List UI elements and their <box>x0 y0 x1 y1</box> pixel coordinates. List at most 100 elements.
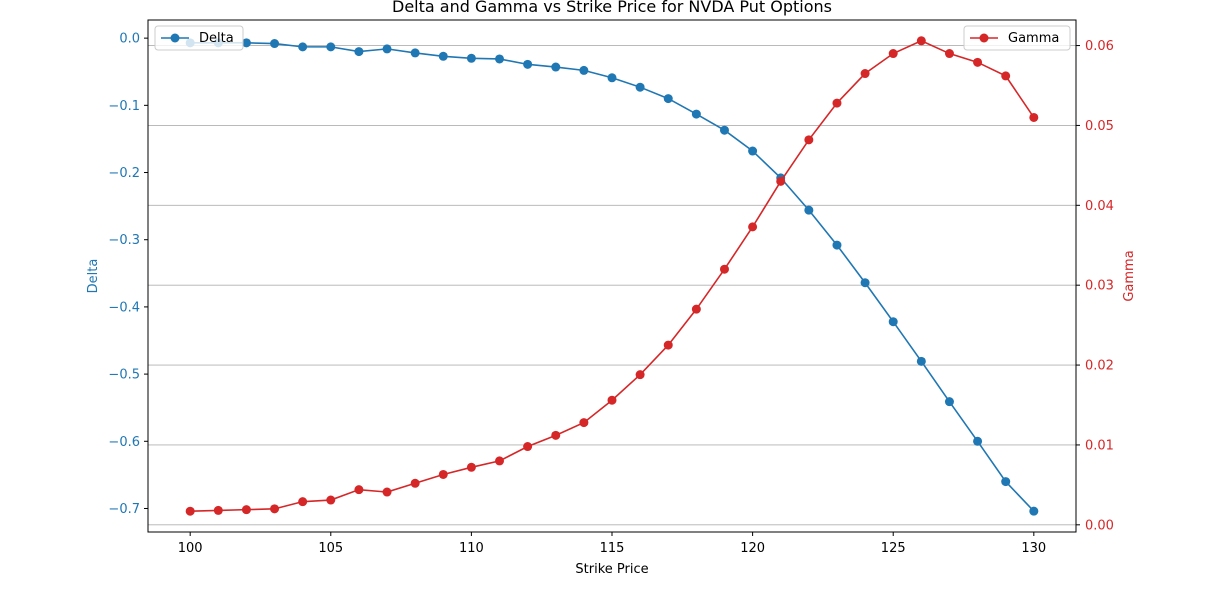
gamma-legend-box <box>963 25 1071 51</box>
delta-legend[interactable]: Delta <box>154 25 244 51</box>
gamma-point-121 <box>776 176 786 186</box>
gamma-point-104 <box>298 497 308 507</box>
delta-point-105 <box>326 42 336 52</box>
delta-point-130 <box>1029 506 1039 516</box>
delta-point-103 <box>270 39 280 49</box>
gamma-point-109 <box>438 469 448 479</box>
gamma-point-127 <box>944 49 954 59</box>
delta-tick-label-7: −0.7 <box>108 502 140 517</box>
gamma-point-114 <box>579 418 589 428</box>
gamma-point-115 <box>607 395 617 405</box>
gamma-point-117 <box>663 340 673 350</box>
delta-tick-label-2: −0.2 <box>108 166 140 181</box>
delta-point-119 <box>719 125 729 135</box>
right-axis-title: Gamma <box>1122 250 1137 301</box>
strike-tick-label-3: 115 <box>600 541 625 556</box>
delta-point-108 <box>410 48 420 58</box>
strike-tick-label-2: 110 <box>459 541 484 556</box>
delta-tick-label-5: −0.5 <box>108 368 140 383</box>
delta-point-107 <box>382 44 392 54</box>
gamma-point-130 <box>1029 112 1039 122</box>
delta-point-126 <box>916 356 926 366</box>
series <box>185 36 1039 516</box>
gamma-tick-label-2: 0.02 <box>1085 359 1114 374</box>
strike-tick-label-1: 105 <box>318 541 343 556</box>
gamma-point-118 <box>691 304 701 314</box>
chart-title: Delta and Gamma vs Strike Price for NVDA… <box>392 0 832 16</box>
strike-tick-label-0: 100 <box>178 541 203 556</box>
plot-area-frame <box>147 19 1077 533</box>
gamma-legend[interactable]: Gamma <box>963 25 1071 51</box>
delta-point-127 <box>944 397 954 407</box>
gamma-legend-marker <box>979 33 989 43</box>
delta-point-123 <box>832 240 842 250</box>
gamma-point-120 <box>748 222 758 232</box>
gamma-point-103 <box>270 504 280 514</box>
delta-tick-label-4: −0.4 <box>108 300 140 315</box>
strike-axis: 100 105 110 115 120 125 130 <box>178 532 1046 556</box>
gamma-point-110 <box>466 462 476 472</box>
gamma-point-108 <box>410 478 420 488</box>
gamma-tick-label-1: 0.01 <box>1085 438 1114 453</box>
delta-point-124 <box>860 278 870 288</box>
gamma-point-116 <box>635 370 645 380</box>
gamma-point-119 <box>719 264 729 274</box>
gamma-point-112 <box>523 442 533 452</box>
delta-point-129 <box>1001 477 1011 487</box>
gamma-point-128 <box>973 57 983 67</box>
gridlines <box>148 45 1076 526</box>
gamma-tick-label-4: 0.04 <box>1085 199 1114 214</box>
gamma-tick-label-0: 0.00 <box>1085 518 1114 533</box>
delta-point-117 <box>663 94 673 104</box>
delta-point-118 <box>691 109 701 119</box>
gamma-legend-label: Gamma <box>1008 31 1059 46</box>
gamma-series <box>185 36 1039 516</box>
delta-legend-box <box>154 25 244 51</box>
gamma-point-113 <box>551 430 561 440</box>
gamma-point-126 <box>916 36 926 46</box>
delta-point-104 <box>298 42 308 52</box>
gamma-point-100 <box>185 506 195 516</box>
gamma-line <box>190 39 1035 513</box>
delta-legend-marker <box>170 33 180 43</box>
x-axis-title: Strike Price <box>575 562 648 577</box>
delta-line <box>190 42 1035 512</box>
delta-point-111 <box>495 54 505 64</box>
delta-tick-label-0: 0.0 <box>119 32 140 47</box>
gamma-point-102 <box>241 505 251 515</box>
left-axis-title: Delta <box>86 259 101 294</box>
delta-series <box>185 38 1039 516</box>
delta-point-109 <box>438 51 448 61</box>
delta-point-128 <box>973 436 983 446</box>
gamma-point-105 <box>326 495 336 505</box>
gamma-point-123 <box>832 98 842 108</box>
delta-point-112 <box>523 59 533 69</box>
delta-point-114 <box>579 65 589 75</box>
gamma-point-122 <box>804 135 814 145</box>
gamma-tick-label-5: 0.05 <box>1085 119 1114 134</box>
strike-tick-label-4: 120 <box>740 541 765 556</box>
gamma-point-124 <box>860 69 870 79</box>
gamma-point-111 <box>495 456 505 466</box>
delta-tick-label-1: −0.1 <box>108 99 140 114</box>
delta-point-106 <box>354 47 364 57</box>
strike-tick-label-5: 125 <box>881 541 906 556</box>
gamma-point-106 <box>354 485 364 495</box>
delta-point-102 <box>241 38 251 48</box>
delta-point-115 <box>607 73 617 83</box>
delta-point-110 <box>466 53 476 63</box>
delta-tick-label-6: −0.6 <box>108 435 140 450</box>
delta-point-120 <box>748 146 758 156</box>
gamma-point-107 <box>382 487 392 497</box>
delta-axis: 0.0 −0.1 −0.2 −0.3 −0.4 −0.5 −0.6 −0.7 <box>108 32 148 517</box>
gamma-tick-label-6: 0.06 <box>1085 39 1114 54</box>
gamma-point-101 <box>213 505 223 515</box>
delta-point-125 <box>888 317 898 327</box>
delta-point-122 <box>804 205 814 215</box>
delta-tick-label-3: −0.3 <box>108 233 140 248</box>
gamma-point-129 <box>1001 71 1011 81</box>
delta-point-113 <box>551 62 561 72</box>
gamma-axis: 0.00 0.01 0.02 0.03 0.04 0.05 0.06 <box>1076 39 1114 533</box>
gamma-tick-label-3: 0.03 <box>1085 279 1114 294</box>
